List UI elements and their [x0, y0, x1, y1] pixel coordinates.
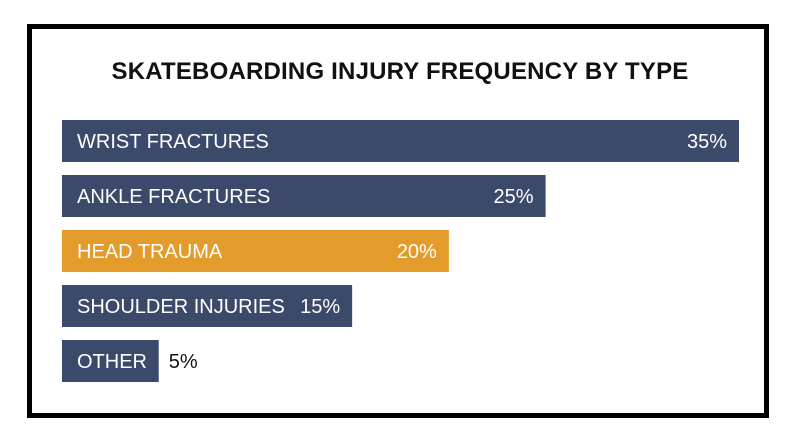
bar-group-shoulder-injuries: SHOULDER INJURIES 15%: [62, 285, 353, 327]
bar-group-wrist-fractures: WRIST FRACTURES 35%: [62, 120, 739, 162]
category-label: HEAD TRAUMA: [77, 241, 223, 263]
value-label: 5%: [169, 351, 198, 373]
chart-title: SKATEBOARDING INJURY FREQUENCY BY TYPE: [111, 58, 689, 85]
value-label: 25%: [494, 186, 534, 208]
bar-shoulder-injuries: [62, 285, 353, 327]
value-label: 15%: [300, 296, 340, 318]
category-label: SHOULDER INJURIES: [77, 296, 285, 318]
category-label: WRIST FRACTURES: [77, 131, 269, 153]
category-label: OTHER: [77, 351, 147, 373]
category-label: ANKLE FRACTURES: [77, 186, 270, 208]
value-label: 35%: [687, 131, 727, 153]
bar-group-ankle-fractures: ANKLE FRACTURES 25%: [62, 175, 546, 217]
value-label: 20%: [397, 241, 437, 263]
bar-wrist-fractures: [62, 120, 739, 162]
bar-ankle-fractures: [62, 175, 546, 217]
bar-other: [62, 340, 159, 382]
bar-group-head-trauma: HEAD TRAUMA 20%: [62, 230, 449, 272]
bar-head-trauma: [62, 230, 449, 272]
bar-group-other: OTHER 5%: [62, 340, 198, 382]
